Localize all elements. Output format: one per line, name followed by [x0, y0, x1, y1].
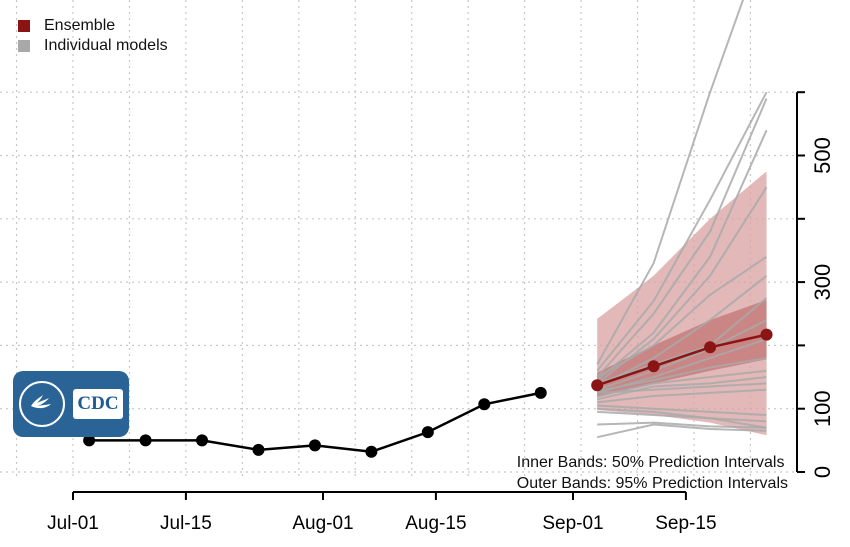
model-line	[596, 297, 768, 385]
model-line	[597, 407, 767, 429]
model-line	[597, 421, 767, 429]
legend-item-ensemble: Ensemble	[18, 16, 168, 36]
pi95-band	[597, 171, 767, 436]
legend-label-ensemble: Ensemble	[44, 17, 116, 34]
observed-point	[478, 398, 491, 411]
observed-point	[196, 434, 209, 447]
legend-item-individual-models: Individual models	[18, 36, 168, 56]
grid-lines	[0, 0, 797, 478]
model-line	[596, 255, 768, 378]
cdc-wordmark: CDC	[73, 389, 123, 419]
individual-model-lines	[596, 0, 768, 439]
outer-bands-note: Outer Bands: 95% Prediction Intervals	[516, 475, 788, 492]
model-line	[596, 319, 767, 391]
model-line	[596, 0, 745, 365]
x-tick-label: Jul-01	[47, 513, 99, 534]
model-line	[597, 382, 767, 394]
model-line	[597, 388, 767, 404]
pi50-band	[597, 299, 767, 398]
legend-label-individual-models: Individual models	[44, 37, 168, 54]
ensemble-series	[591, 328, 773, 392]
observed-point	[252, 443, 265, 456]
model-line	[596, 274, 768, 388]
x-tick-label: Jul-15	[160, 513, 212, 534]
observed-point	[139, 434, 152, 447]
interval-notes: Inner Bands: 50% Prediction Intervals Ou…	[517, 452, 788, 494]
model-line	[596, 376, 767, 401]
eagle-icon	[31, 395, 51, 409]
x-tick-label: Aug-15	[405, 513, 466, 534]
observed-point	[421, 426, 434, 439]
observed-series	[83, 386, 547, 458]
observed-point	[308, 439, 321, 452]
y-tick-label: 300	[810, 264, 835, 301]
model-line	[596, 91, 768, 372]
observed-point	[365, 445, 378, 458]
model-line	[597, 404, 767, 417]
prediction-bands	[597, 171, 767, 436]
model-line	[596, 129, 768, 381]
model-line	[597, 410, 767, 423]
ensemble-point	[760, 328, 773, 341]
x-axis: Jul-01 Jul-15 Aug-01 Aug-15 Sep-01 Sep-15	[47, 491, 717, 534]
x-tick-label: Aug-01	[292, 513, 353, 534]
observed-point	[534, 386, 547, 399]
ensemble-point	[647, 360, 660, 373]
observed-point	[83, 434, 96, 447]
y-tick-label: 0	[810, 466, 835, 478]
y-axis: 0 100 300 500	[796, 91, 835, 478]
y-tick-label: 500	[810, 137, 835, 174]
ensemble-point	[704, 341, 717, 354]
legend: Ensemble Individual models	[18, 16, 168, 56]
x-tick-label: Sep-01	[542, 513, 603, 534]
model-line	[596, 369, 767, 398]
ensemble-point	[591, 379, 604, 392]
y-tick-label: 100	[810, 390, 835, 427]
ensemble-swatch	[18, 20, 30, 32]
hhs-eagle-seal-icon	[19, 381, 65, 427]
model-line	[596, 98, 768, 378]
inner-bands-note: Inner Bands: 50% Prediction Intervals	[516, 454, 785, 471]
individual-models-swatch	[18, 40, 30, 52]
model-line	[597, 357, 767, 392]
cdc-logo: CDC	[13, 371, 129, 437]
ensemble-line	[596, 333, 767, 387]
x-tick-label: Sep-15	[655, 513, 716, 534]
model-line	[596, 423, 767, 439]
